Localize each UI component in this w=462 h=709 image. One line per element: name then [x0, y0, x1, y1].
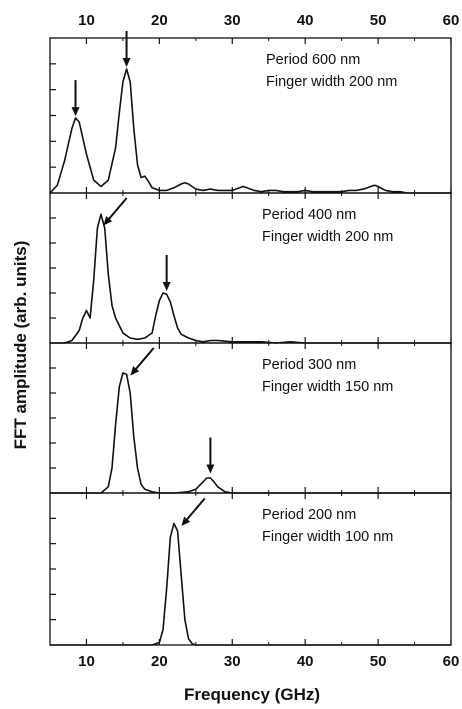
peak-arrow	[130, 347, 155, 376]
panel-annotation-line: Finger width 200 nm	[262, 229, 393, 245]
x-tick-label-top: 50	[370, 12, 387, 29]
x-tick-label-bottom: 30	[224, 653, 241, 670]
panel-frame	[49, 192, 452, 344]
bottom-x-axis: 10 20 30 40 50 60	[78, 653, 459, 670]
x-tick-label-bottom: 20	[151, 653, 168, 670]
x-tick-label-top: 60	[443, 12, 460, 29]
panel-annotation-line: Finger width 200 nm	[266, 74, 397, 90]
panel-3: Period 300 nm Finger width 150 nm	[49, 342, 452, 494]
panel-frame	[49, 342, 452, 494]
x-tick-label-bottom: 40	[297, 653, 314, 670]
x-tick-label-top: 20	[151, 12, 168, 29]
peak-arrow	[103, 197, 128, 226]
panel-annotation-line: Period 600 nm	[266, 52, 360, 68]
x-tick-label-bottom: 60	[443, 653, 460, 670]
x-tick-label-bottom: 50	[370, 653, 387, 670]
panel-frame	[49, 492, 452, 646]
panel-annotation-line: Period 400 nm	[262, 207, 356, 223]
panel-1: Period 600 nm Finger width 200 nm	[49, 31, 452, 194]
series-line-panel-1	[49, 68, 451, 194]
panel-2: Period 400 nm Finger width 200 nm	[49, 192, 452, 344]
panel-annotation-line: Finger width 100 nm	[262, 529, 393, 545]
x-tick-label-top: 30	[224, 12, 241, 29]
panel-annotation-line: Finger width 150 nm	[262, 379, 393, 395]
x-tick-label-bottom: 10	[78, 653, 95, 670]
series-line-panel-4	[50, 522, 451, 646]
x-axis-label: Frequency (GHz)	[184, 685, 320, 704]
peak-arrow	[181, 497, 206, 526]
y-axis-label: FFT amplitude (arb. units)	[11, 241, 30, 450]
x-tick-label-top: 10	[78, 12, 95, 29]
top-x-axis: 10 20 30 40 50 60	[78, 12, 459, 29]
panel-4: Period 200 nm Finger width 100 nm	[49, 492, 452, 646]
x-tick-label-top: 40	[297, 12, 314, 29]
panel-annotation-line: Period 200 nm	[262, 507, 356, 523]
panel-annotation-line: Period 300 nm	[262, 357, 356, 373]
